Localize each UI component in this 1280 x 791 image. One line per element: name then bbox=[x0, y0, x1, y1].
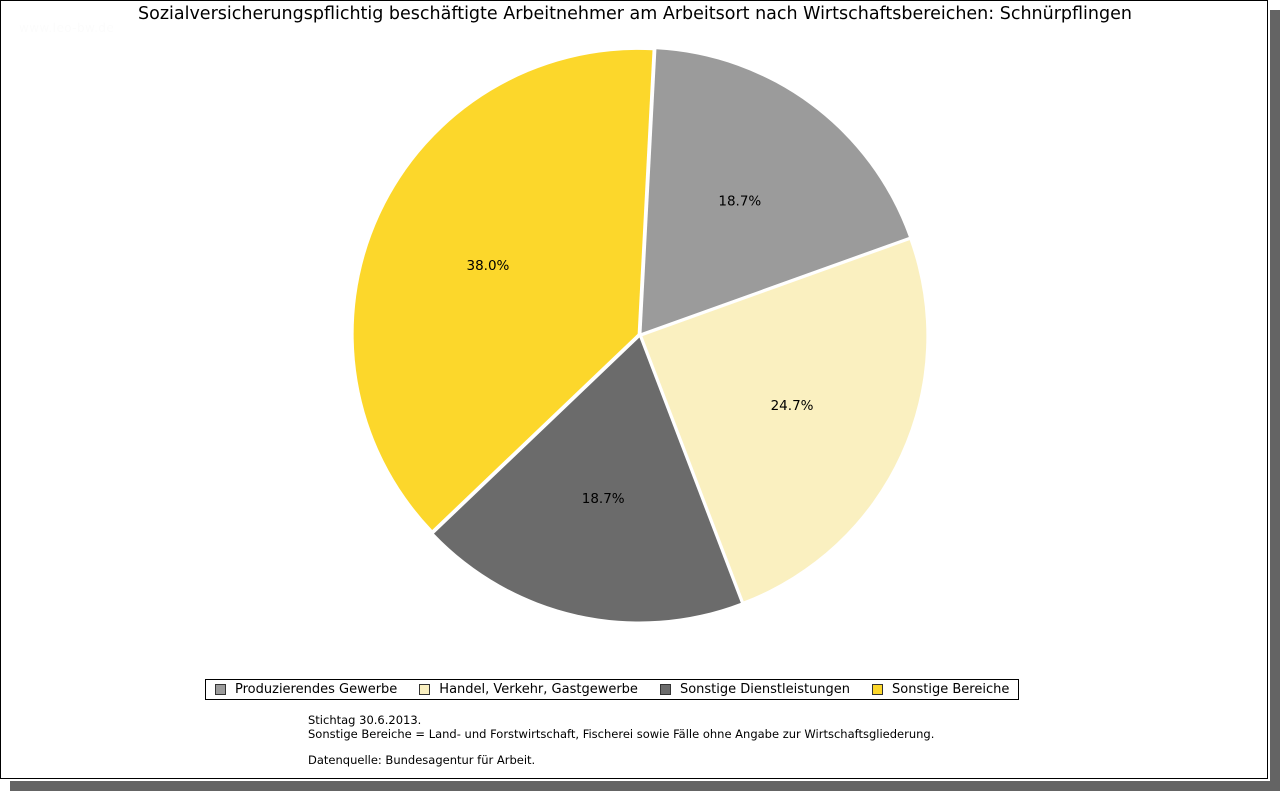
pie-slice-label: 24.7% bbox=[771, 398, 814, 414]
legend-entry: Sonstige Dienstleistungen bbox=[659, 682, 851, 697]
legend-entry: Produzierendes Gewerbe bbox=[215, 683, 397, 696]
legend-label: Handel, Verkehr, Gastgewerbe bbox=[439, 682, 638, 697]
footnote-stichtag: Stichtag 30.6.2013. bbox=[308, 713, 422, 727]
pie-labels-group: 18.7% 24.7% 18.7% 38.0% bbox=[467, 194, 814, 508]
footnote-spacer bbox=[308, 741, 934, 753]
frame-shadow-bottom bbox=[10, 781, 1280, 791]
frame-shadow-right bbox=[1270, 10, 1280, 791]
pie-slice[interactable] bbox=[641, 49, 909, 333]
pie-chart-svg: 18.7% 24.7% 18.7% 38.0% bbox=[353, 49, 927, 622]
pie-slice-label: 18.7% bbox=[582, 491, 625, 507]
watermark: www.leo-bw.de bbox=[19, 21, 115, 35]
legend-swatch-icon bbox=[215, 684, 226, 695]
legend-entry: Handel, Verkehr, Gastgewerbe bbox=[419, 683, 638, 696]
pie-slice[interactable] bbox=[353, 49, 653, 530]
pie-slices-group bbox=[353, 49, 927, 622]
pie-slice-label: 18.7% bbox=[718, 194, 761, 210]
legend-swatch-icon bbox=[872, 684, 884, 695]
chart-frame: www.leo-bw.de Sozialversicherungspflicht… bbox=[0, 0, 1268, 779]
legend-label: Produzierendes Gewerbe bbox=[235, 682, 398, 697]
legend-swatch-icon bbox=[659, 684, 671, 695]
pie-slice[interactable] bbox=[433, 337, 741, 622]
footnote-source: Datenquelle: Bundesagentur für Arbeit. bbox=[308, 753, 536, 767]
pie-slice[interactable] bbox=[642, 240, 927, 602]
legend-swatch-icon bbox=[419, 684, 431, 695]
pie-chart-area: 18.7% 24.7% 18.7% 38.0% bbox=[1, 1, 1269, 661]
legend-label: Sonstige Bereiche bbox=[892, 682, 1010, 697]
pie-slice-label: 38.0% bbox=[467, 258, 510, 274]
chart-legend: Produzierendes Gewerbe Handel, Verkehr, G… bbox=[205, 679, 1020, 700]
page-title: Sozialversicherungspflichtig beschäftigt… bbox=[138, 4, 1132, 24]
footnote-definition: Sonstige Bereiche = Land- und Forstwirts… bbox=[308, 727, 935, 741]
chart-footnotes: Stichtag 30.6.2013. Sonstige Bereiche = … bbox=[308, 713, 934, 767]
legend-entry: Sonstige Bereiche bbox=[872, 683, 1009, 696]
legend-label: Sonstige Dienstleistungen bbox=[679, 682, 851, 697]
